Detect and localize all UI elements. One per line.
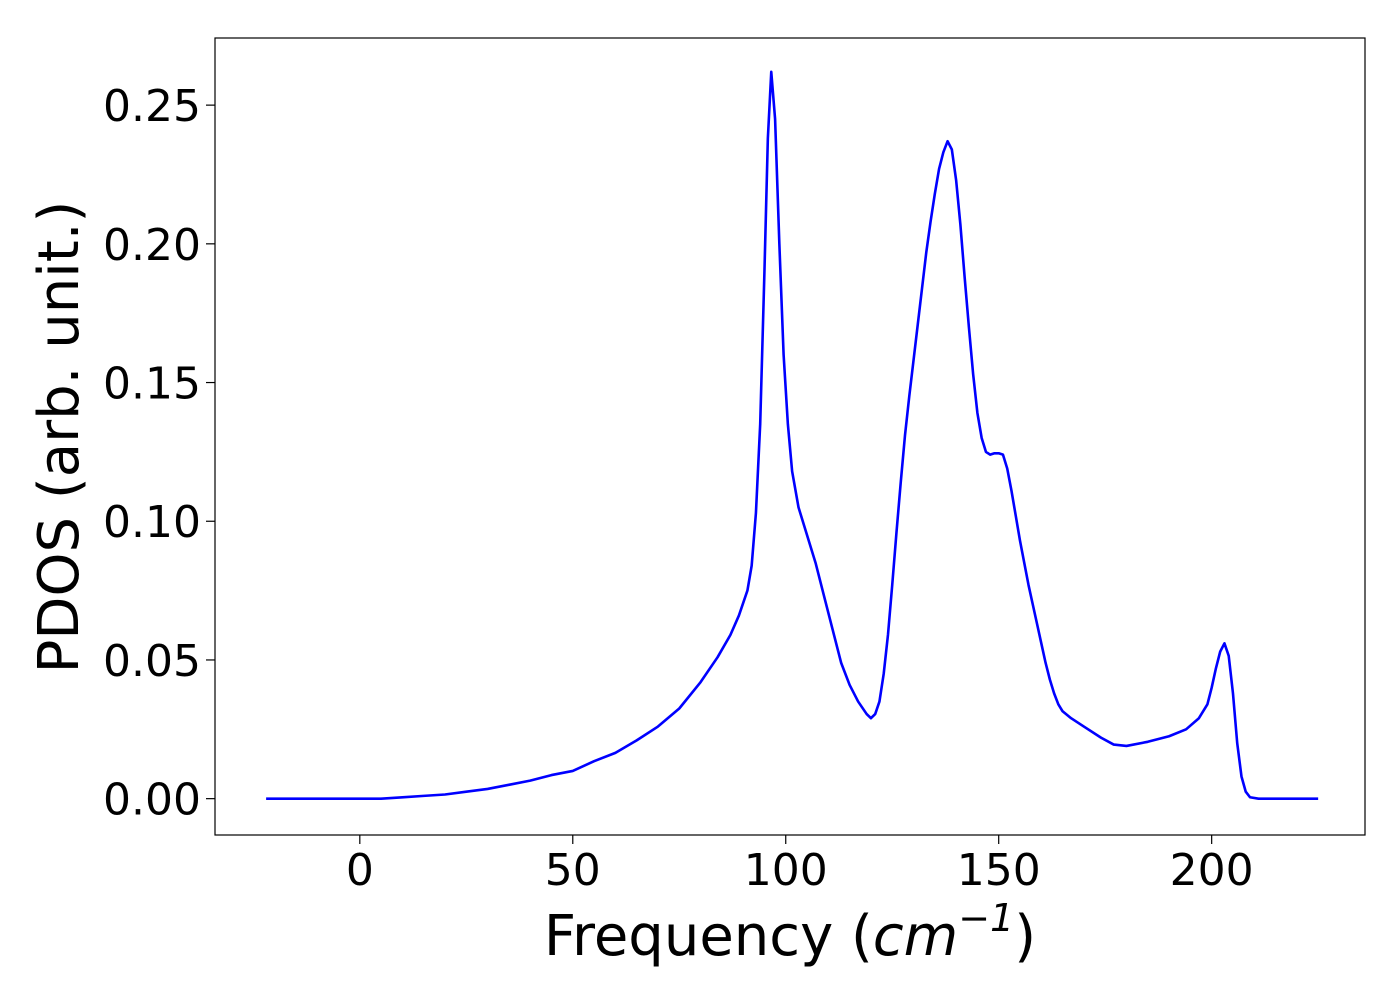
y-axis-ticks: 0.00 0.05 0.10 0.15 0.20 0.25: [103, 81, 215, 826]
x-axis-ticks: 0 50 100 150 200: [346, 835, 1254, 896]
x-axis-label-prefix: Frequency (: [544, 904, 873, 969]
x-tick-label: 150: [957, 845, 1041, 896]
x-axis-label-unit: cm: [873, 904, 958, 969]
y-tick-label: 0.00: [103, 775, 201, 826]
y-tick-label: 0.05: [103, 636, 201, 687]
y-tick-label: 0.20: [103, 220, 201, 271]
y-tick-label: 0.10: [103, 497, 201, 548]
x-tick-label: 0: [346, 845, 374, 896]
x-tick-label: 100: [744, 845, 828, 896]
plot-layer: [266, 70, 1319, 800]
y-tick-label: 0.25: [103, 81, 201, 132]
x-tick-label: 50: [545, 845, 601, 896]
y-axis-label: PDOS (arb. unit.): [27, 201, 92, 674]
y-tick-label: 0.15: [103, 359, 201, 410]
x-axis-label-exponent: −1: [958, 896, 1014, 940]
pdos-series-line-0: [266, 70, 1319, 800]
plot-frame: [214, 37, 1366, 836]
x-axis-label-suffix: ): [1014, 904, 1036, 969]
x-tick-label: 200: [1170, 845, 1254, 896]
x-axis-label: Frequency (cm−1): [544, 896, 1036, 969]
